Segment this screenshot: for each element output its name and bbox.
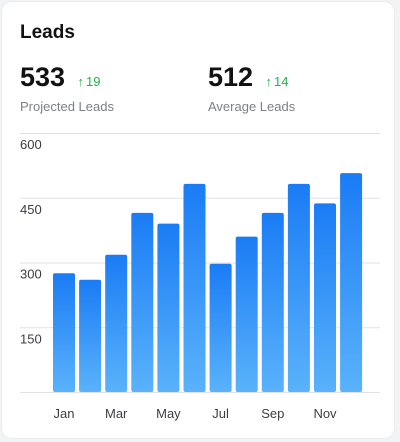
leads-bar-chart: 150 300 450 600 Jan Mar May Jul Sep Nov: [20, 133, 380, 421]
arrow-up-icon: ↑: [265, 74, 273, 89]
bar-oct[interactable]: [287, 183, 310, 392]
x-tick-label: Jul: [212, 406, 229, 421]
y-tick-label: 600: [20, 137, 42, 152]
x-tick-label: Nov: [313, 406, 337, 421]
bar-jun[interactable]: [183, 183, 206, 392]
y-tick-label: 150: [20, 331, 42, 346]
average-leads-label: Average Leads: [208, 99, 296, 114]
bar-sep[interactable]: [261, 212, 284, 392]
bar-jul[interactable]: [209, 263, 232, 392]
projected-leads-delta: ↑ 19: [78, 74, 101, 89]
x-tick-label: Mar: [105, 406, 128, 421]
x-tick-label: Sep: [261, 406, 284, 421]
bar-jan[interactable]: [53, 273, 75, 392]
bar-dec[interactable]: [340, 173, 363, 392]
projected-leads-delta-value: 19: [86, 74, 101, 89]
leads-card: Leads 533 ↑ 19 Projected Leads 512 ↑ 14 Av…: [2, 2, 394, 438]
projected-leads-stat: 533 ↑ 19 Projected Leads: [20, 62, 114, 114]
average-leads-stat: 512 ↑ 14 Average Leads: [208, 62, 295, 114]
x-tick-label: May: [156, 406, 181, 421]
card-title: Leads: [20, 22, 75, 43]
y-tick-label: 450: [20, 202, 42, 217]
average-leads-delta: ↑ 14: [266, 74, 289, 89]
projected-leads-value: 533: [20, 62, 66, 92]
bar-may[interactable]: [157, 223, 180, 392]
x-tick-label: Jan: [54, 406, 75, 421]
average-leads-delta-value: 14: [274, 74, 289, 89]
bar-apr[interactable]: [131, 212, 154, 392]
bar-nov[interactable]: [314, 203, 336, 392]
bar-aug[interactable]: [235, 236, 258, 392]
arrow-up-icon: ↑: [77, 74, 85, 89]
bar-feb[interactable]: [79, 279, 102, 392]
projected-leads-label: Projected Leads: [20, 99, 114, 114]
y-tick-label: 300: [20, 267, 42, 282]
average-leads-value: 512: [208, 62, 254, 92]
bar-mar[interactable]: [105, 254, 128, 392]
